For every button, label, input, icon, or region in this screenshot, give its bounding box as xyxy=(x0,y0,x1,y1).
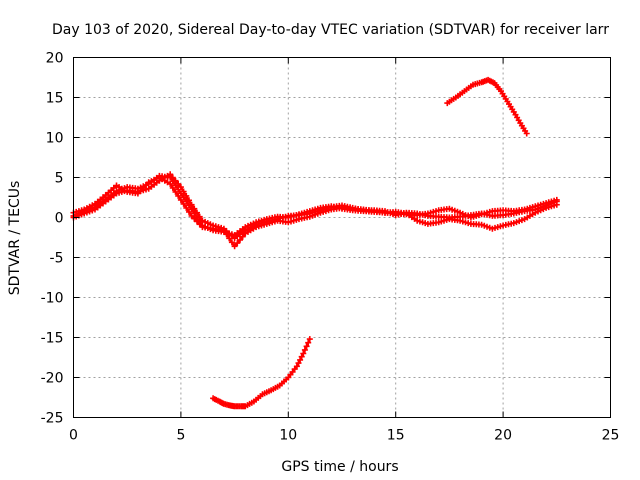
y-axis-label: SDTVAR / TECUs xyxy=(7,181,23,296)
x-tick-label: 5 xyxy=(176,428,185,444)
data-point xyxy=(172,177,179,184)
y-tick-label: 20 xyxy=(46,51,64,67)
axis-ticks xyxy=(73,57,611,418)
data-point xyxy=(553,198,560,205)
y-tick-label: 15 xyxy=(46,91,64,107)
data-point xyxy=(175,192,182,199)
grid xyxy=(73,57,611,418)
data-point xyxy=(180,200,187,207)
data-point xyxy=(167,180,174,187)
data-point xyxy=(177,196,184,203)
data-point xyxy=(303,343,310,350)
data-point xyxy=(298,353,305,360)
data-point xyxy=(177,184,184,191)
series-track-c xyxy=(70,171,560,242)
y-tick-label: 5 xyxy=(55,171,64,187)
y-tick-label: -10 xyxy=(41,291,64,307)
data-point xyxy=(186,208,192,215)
series-group xyxy=(70,76,560,410)
x-tick-label: 0 xyxy=(69,428,78,444)
data-point xyxy=(188,201,195,208)
series-lower-arc xyxy=(210,336,313,410)
chart-title: Day 103 of 2020, Sidereal Day-to-day VTE… xyxy=(52,22,609,38)
data-point xyxy=(305,339,312,346)
data-point xyxy=(169,174,176,181)
data-point xyxy=(231,243,238,250)
x-tick-label: 25 xyxy=(602,428,620,444)
data-point xyxy=(234,240,241,247)
data-point xyxy=(183,192,190,199)
data-point xyxy=(196,213,203,220)
y-tick-label: 10 xyxy=(46,131,64,147)
data-point xyxy=(169,184,176,191)
data-point xyxy=(237,236,243,243)
data-point xyxy=(306,336,313,343)
tick-labels: 0 5 10 15 20 25 -25 -20 -15 -10 -5 0 5 10 15 20 xyxy=(41,51,620,444)
data-point xyxy=(183,204,190,211)
data-point xyxy=(523,130,530,137)
data-point xyxy=(297,356,304,363)
data-point xyxy=(293,363,300,370)
y-tick-label: -25 xyxy=(41,411,64,427)
data-point xyxy=(172,188,179,195)
y-tick-label: 0 xyxy=(55,211,64,227)
data-point xyxy=(295,360,302,367)
data-point xyxy=(228,239,235,246)
data-point xyxy=(301,346,308,353)
x-axis-label: GPS time / hours xyxy=(281,459,398,475)
series-line xyxy=(446,78,528,135)
data-point xyxy=(186,197,192,204)
y-tick-label: -15 xyxy=(41,331,64,347)
data-point xyxy=(191,205,198,212)
data-point xyxy=(175,180,182,187)
y-tick-label: -5 xyxy=(50,251,64,267)
x-tick-label: 20 xyxy=(494,428,512,444)
x-tick-label: 15 xyxy=(387,428,405,444)
data-point xyxy=(300,350,307,357)
data-point xyxy=(180,188,187,195)
x-tick-label: 10 xyxy=(279,428,297,444)
data-point xyxy=(167,171,174,178)
y-tick-label: -20 xyxy=(41,371,64,387)
plot-frame xyxy=(73,57,611,418)
data-point xyxy=(194,209,200,216)
series-upper-arc xyxy=(444,76,530,137)
